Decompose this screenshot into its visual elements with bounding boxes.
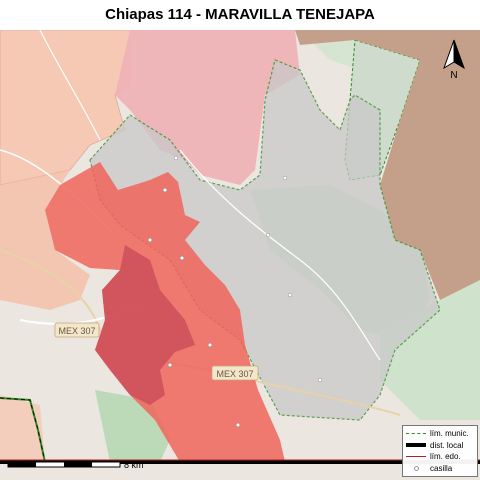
road-label: MEX 307 xyxy=(216,369,253,379)
road-shield-central: MEX 307 xyxy=(211,365,259,381)
scale-bar xyxy=(7,461,121,468)
scale-label: 8 km xyxy=(124,460,144,470)
road-label: MEX 307 xyxy=(58,326,95,336)
forest-patch xyxy=(380,280,480,420)
north-arrow-icon: N xyxy=(443,39,465,80)
casilla-marker xyxy=(282,175,288,181)
legend-item-munic: lím. munic. xyxy=(406,428,474,440)
municipal-line-swatch xyxy=(406,433,426,435)
casilla-marker xyxy=(162,187,168,193)
state-line-swatch xyxy=(406,456,426,458)
legend-label: dist. local xyxy=(430,440,464,450)
casilla-marker xyxy=(147,237,153,243)
casilla-marker xyxy=(265,232,271,238)
legend-item-edo: lím. edo. xyxy=(406,451,474,463)
map-title: Chiapas 114 - MARAVILLA TENEJAPA xyxy=(0,0,480,30)
road xyxy=(179,149,381,361)
legend-label: lím. munic. xyxy=(430,429,469,439)
state-boundary xyxy=(0,397,46,463)
casilla-swatch xyxy=(406,464,426,472)
road xyxy=(39,30,101,141)
map-legend: lím. munic. dist. local lím. edo. casill… xyxy=(402,425,478,477)
north-label: N xyxy=(450,70,457,80)
casilla-markers xyxy=(147,155,323,428)
casilla-marker xyxy=(317,377,323,383)
neighbor-east xyxy=(295,30,480,300)
casilla-marker xyxy=(287,292,293,298)
district-area xyxy=(89,59,441,421)
casilla-marker xyxy=(179,255,185,261)
legend-item-dist: dist. local xyxy=(406,440,474,452)
legend-item-casilla: casilla xyxy=(406,463,474,475)
map-canvas: MEX 307 MEX 307 xyxy=(0,30,480,480)
road-shield-west: MEX 307 xyxy=(54,322,100,338)
legend-label: lím. edo. xyxy=(430,452,461,462)
casilla-marker xyxy=(235,422,241,428)
district-line-swatch xyxy=(406,443,426,448)
neighbor-west xyxy=(0,170,90,310)
highlighted-subarea xyxy=(95,245,195,405)
legend-label: casilla xyxy=(430,463,453,473)
casilla-marker xyxy=(167,362,173,368)
casilla-marker xyxy=(173,155,179,161)
casilla-marker xyxy=(207,342,213,348)
